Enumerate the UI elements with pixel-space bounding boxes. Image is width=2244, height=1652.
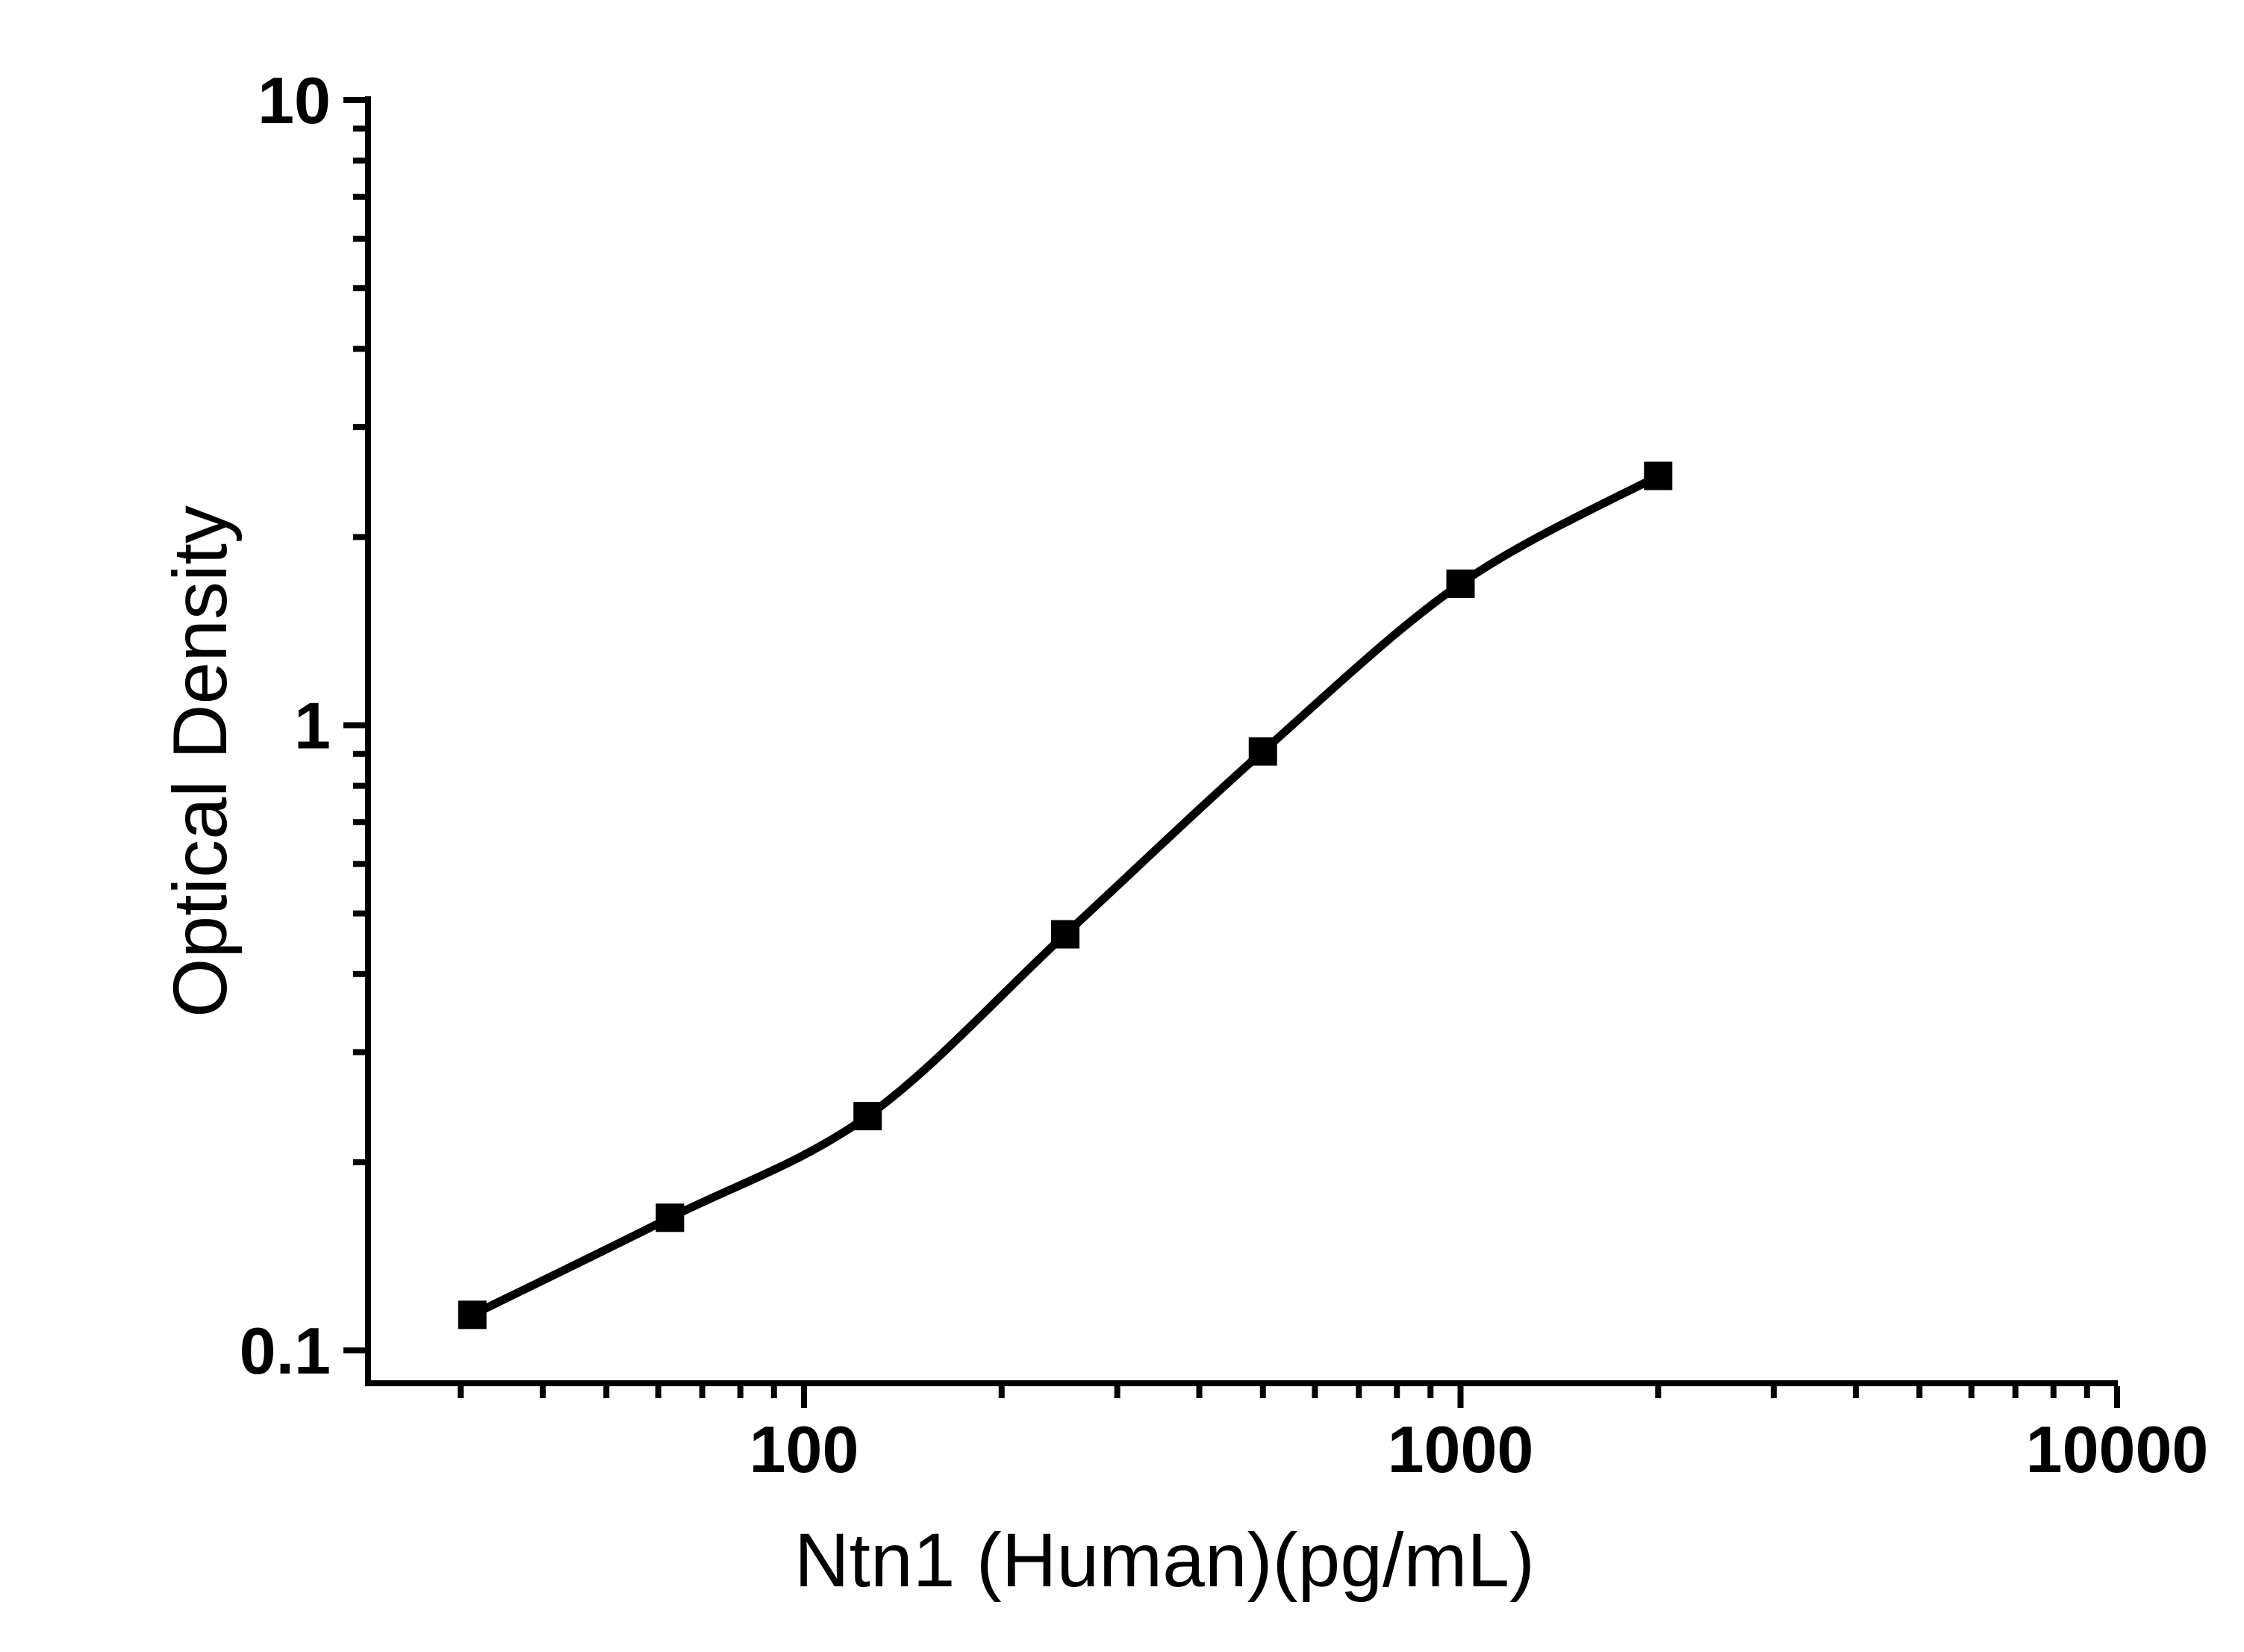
y-tick-label-10: 10	[258, 63, 331, 137]
data-point-marker-250	[1050, 920, 1079, 949]
x-tick-label-10000: 10000	[2026, 1412, 2209, 1486]
x-axis-title: Ntn1 (Human)(pg/mL)	[794, 1518, 1535, 1603]
data-point-marker-31.25	[458, 1300, 487, 1330]
data-point-marker-62.5	[655, 1203, 685, 1232]
x-tick-label-100: 100	[749, 1412, 859, 1486]
data-point-marker-2000	[1644, 461, 1673, 490]
y-tick-label-0.1: 0.1	[240, 1314, 331, 1388]
y-axis-title: Optical Density	[158, 505, 243, 1017]
data-point-marker-1000	[1446, 569, 1475, 598]
x-tick-label-1000: 1000	[1388, 1412, 1534, 1486]
y-tick-label-1: 1	[294, 689, 331, 763]
data-point-marker-500	[1248, 737, 1277, 766]
data-point-marker-125	[853, 1102, 882, 1131]
fitted-curve	[470, 472, 1660, 1319]
